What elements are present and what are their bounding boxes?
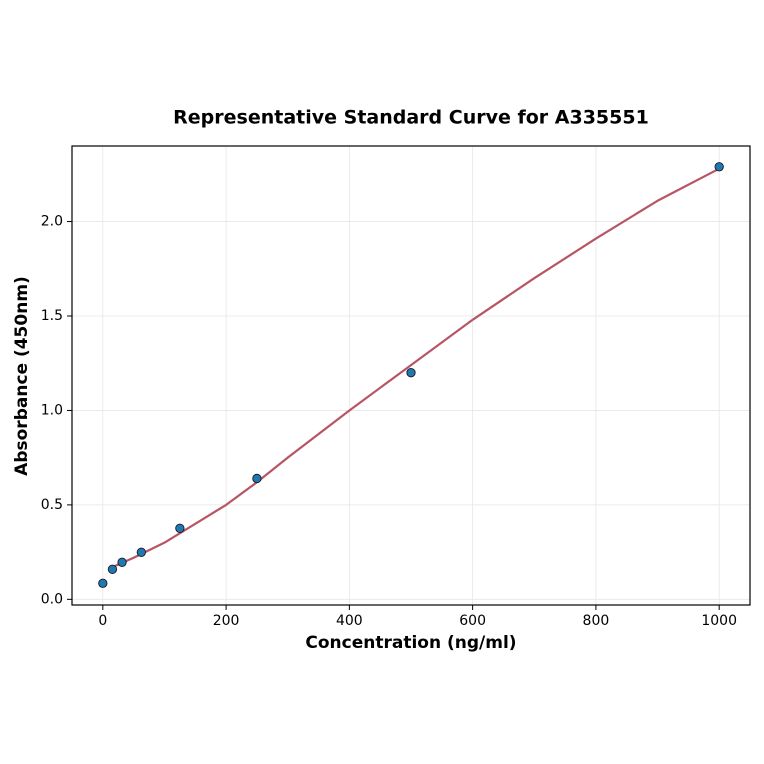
- y-tick-label: 0.5: [41, 497, 63, 513]
- x-axis-label: Concentration (ng/ml): [305, 633, 516, 653]
- y-tick-label: 1.0: [41, 402, 63, 418]
- data-point: [107, 564, 118, 574]
- x-tick-label: 0: [98, 613, 107, 629]
- x-tick-label: 400: [336, 613, 363, 629]
- data-point: [175, 523, 185, 533]
- y-tick-label: 1.5: [41, 308, 63, 324]
- y-axis-label: Absorbance (450nm): [12, 276, 32, 476]
- fit-curve: [111, 167, 720, 569]
- data-point: [136, 547, 146, 557]
- data-point: [98, 578, 108, 588]
- x-tick-label: 200: [213, 613, 240, 629]
- y-tick-label: 0.0: [41, 591, 63, 607]
- x-tick-label: 1000: [701, 613, 737, 629]
- x-tick-label: 800: [583, 613, 610, 629]
- chart-title: Representative Standard Curve for A33555…: [173, 107, 649, 129]
- y-tick-label: 2.0: [41, 214, 63, 230]
- data-point: [406, 368, 416, 378]
- data-point: [117, 557, 127, 567]
- plot-frame: [71, 145, 751, 606]
- x-tick-label: 600: [459, 613, 486, 629]
- data-point: [714, 162, 724, 172]
- data-point: [252, 473, 262, 484]
